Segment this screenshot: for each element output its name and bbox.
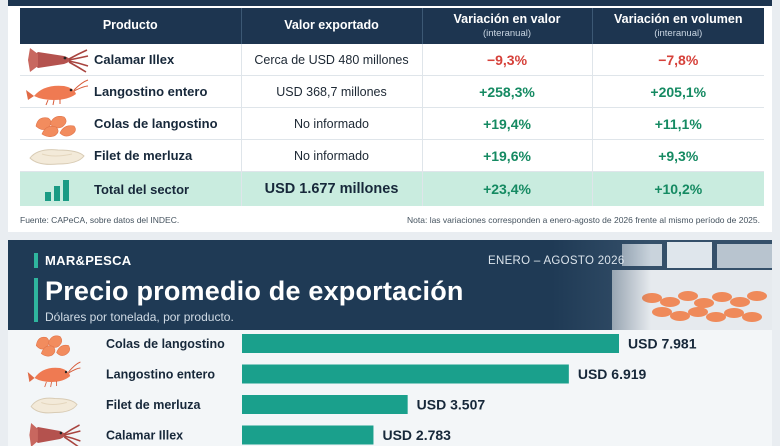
- export-value-cell: No informado: [241, 139, 423, 172]
- header-var-volume: Variación en volumen (interanual): [592, 8, 764, 44]
- export-value-cell: USD 368,7 millones: [241, 75, 423, 108]
- price-bar: [242, 425, 374, 445]
- value-variation-cell: +23,4%: [422, 171, 593, 206]
- product-cell: Langostino entero: [20, 75, 242, 108]
- export-value-cell: No informado: [241, 107, 423, 140]
- product-name: Filet de merluza: [94, 148, 193, 163]
- value-variation-cell: −9,3%: [422, 44, 593, 76]
- exports-table: Producto Valor exportado Variación en va…: [20, 8, 764, 206]
- shrimp-tails-icon: [20, 108, 94, 139]
- export-value-cell: USD 1.677 millones: [241, 171, 423, 206]
- value-variation: +23,4%: [483, 181, 531, 197]
- hake-fillet-icon: [30, 397, 78, 414]
- period-label: ENERO – AGOSTO 2026: [488, 255, 625, 267]
- table-row: Langostino entero USD 368,7 millones +258,…: [20, 75, 764, 108]
- category-label: Langostino entero: [106, 368, 215, 382]
- price-bar: [242, 395, 408, 414]
- prawn-icon: [27, 361, 81, 388]
- table-row: Filet de merluza No informado +19,6% +9,3%: [20, 139, 764, 172]
- product-name: Langostino entero: [94, 84, 208, 99]
- chart-title: Precio promedio de exportación: [45, 276, 464, 306]
- period-note: Nota: las variaciones corresponden a ene…: [407, 215, 760, 225]
- volume-variation: −7,8%: [658, 51, 699, 68]
- volume-variation-cell: +10,2%: [592, 171, 764, 206]
- chart-header: MAR&PESCA ENERO – AGOSTO 2026 Precio pro…: [8, 240, 772, 330]
- chart-plot-area: Colas de langostino USD 7.981 Langostino e…: [8, 330, 772, 446]
- volume-variation-cell: −7,8%: [592, 44, 764, 76]
- value-variation: +19,4%: [483, 115, 531, 132]
- table-total-row: Total del sector USD 1.677 millones +23,4%…: [20, 171, 764, 206]
- category-label: Calamar Illex: [106, 429, 183, 443]
- shrimp-tails-icon: [35, 335, 70, 357]
- volume-variation: +205,1%: [650, 83, 707, 100]
- squid-icon: [20, 44, 94, 75]
- header-var-value: Variación en valor (interanual): [422, 8, 593, 44]
- product-name: Calamar Illex: [94, 52, 175, 67]
- brand-accent-bar: [34, 253, 38, 268]
- value-variation-cell: +19,6%: [422, 139, 593, 172]
- value-variation-cell: +19,4%: [422, 107, 593, 140]
- bar-chart-icon: [20, 174, 94, 205]
- header-value: Valor exportado: [241, 8, 423, 44]
- volume-variation-cell: +11,1%: [592, 107, 764, 140]
- value-label: USD 2.783: [382, 427, 451, 443]
- table-header-row: Producto Valor exportado Variación en va…: [20, 8, 764, 44]
- volume-variation: +10,2%: [654, 181, 703, 197]
- value-label: USD 3.507: [417, 397, 486, 413]
- chart-subtitle: Dólares por tonelada, por producto.: [45, 310, 234, 324]
- category-label: Filet de merluza: [106, 398, 202, 412]
- volume-variation-cell: +9,3%: [592, 139, 764, 172]
- hake-fillet-icon: [20, 140, 94, 171]
- volume-variation: +9,3%: [658, 147, 699, 164]
- product-cell: Total del sector: [20, 171, 242, 206]
- product-cell: Colas de langostino: [20, 107, 242, 140]
- export-value: Cerca de USD 480 millones: [254, 52, 409, 67]
- value-label: USD 6.919: [578, 366, 647, 382]
- table-row: Calamar Illex Cerca de USD 480 millones −9…: [20, 44, 764, 76]
- product-cell: Calamar Illex: [20, 44, 242, 76]
- price-chart-card: MAR&PESCA ENERO – AGOSTO 2026 Precio pro…: [8, 240, 772, 446]
- price-bar: [242, 364, 569, 384]
- header-product: Producto: [20, 8, 242, 44]
- source-note: Fuente: CAPeCA, sobre datos del INDEC.: [20, 215, 180, 225]
- top-strip: [8, 0, 772, 6]
- squid-icon: [29, 423, 81, 446]
- value-variation-cell: +258,3%: [422, 75, 593, 108]
- value-variation: +19,6%: [483, 147, 531, 164]
- volume-variation: +11,1%: [654, 115, 702, 132]
- export-value-cell: Cerca de USD 480 millones: [241, 44, 423, 76]
- category-label: Colas de langostino: [106, 337, 225, 351]
- export-value: No informado: [293, 116, 370, 131]
- export-value: USD 1.677 millones: [264, 181, 399, 197]
- product-name: Colas de langostino: [94, 116, 218, 131]
- export-value: USD 368,7 millones: [276, 84, 387, 99]
- brand-name: MAR&PESCA: [45, 253, 132, 268]
- price-bar-chart: Colas de langostino USD 7.981 Langostino e…: [27, 334, 697, 446]
- volume-variation-cell: +205,1%: [592, 75, 764, 108]
- value-label: USD 7.981: [628, 336, 697, 352]
- value-variation: +258,3%: [479, 83, 535, 100]
- prawn-icon: [20, 76, 94, 107]
- product-cell: Filet de merluza: [20, 139, 242, 172]
- exports-table-card: Producto Valor exportado Variación en va…: [8, 6, 772, 232]
- value-variation: −9,3%: [486, 51, 528, 68]
- seafood-display-photo: [552, 240, 772, 330]
- price-bar: [242, 334, 619, 353]
- export-value: No informado: [293, 148, 370, 163]
- product-name: Total del sector: [94, 181, 190, 197]
- table-row: Colas de langostino No informado +19,4% +11…: [20, 107, 764, 140]
- title-accent-bar: [34, 278, 38, 322]
